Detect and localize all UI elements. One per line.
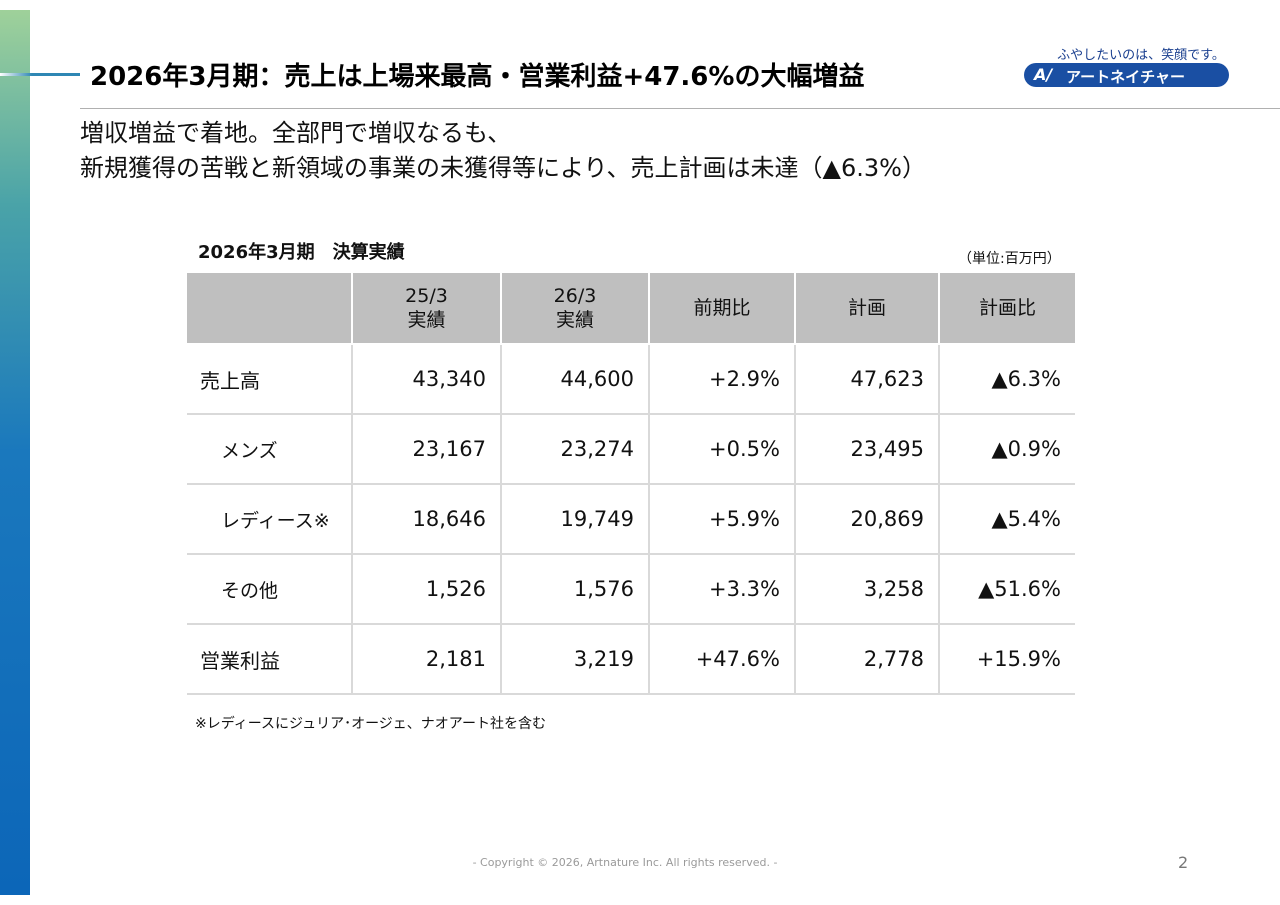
cell-plan: 23,495 — [795, 414, 940, 485]
logo-pill: A/ アートネイチャー — [1024, 63, 1229, 87]
header-vs-plan: 計画比 — [939, 273, 1075, 344]
table-header-row: 25/3 実績 26/3 実績 前期比 計画 計画比 — [187, 273, 1075, 344]
row-label: メンズ — [187, 414, 353, 485]
cell-prev: 43,340 — [352, 343, 502, 415]
table-footnote: ※レディースにジュリア･オージェ、ナオアート社を含む — [195, 716, 546, 732]
cell-vs-plan: ▲51.6% — [939, 554, 1075, 625]
logo-tagline: ふやしたいのは、笑顔です。 — [1057, 48, 1225, 63]
table-row: その他 1,526 1,576 +3.3% 3,258 ▲51.6% — [187, 554, 1075, 625]
slide-title: 2026年3月期：売上は上場来最高・営業利益+47.6%の大幅増益 — [90, 62, 865, 92]
header-label-column — [187, 273, 353, 344]
cell-prev: 1,526 — [352, 554, 502, 625]
header-prev-actual: 25/3 実績 — [352, 273, 502, 344]
logo-mark-icon: A/ — [1034, 65, 1053, 84]
unit-label: （単位:百万円） — [958, 251, 1061, 267]
cell-vs-plan: ▲6.3% — [939, 343, 1075, 415]
cell-vs-plan: +15.9% — [939, 624, 1075, 695]
cell-yoy: +0.5% — [649, 414, 796, 485]
table-row: 売上高 43,340 44,600 +2.9% 47,623 ▲6.3% — [187, 343, 1075, 415]
logo-name: アートネイチャー — [1066, 68, 1185, 86]
cell-yoy: +2.9% — [649, 343, 796, 415]
cell-prev: 23,167 — [352, 414, 502, 485]
header-divider — [80, 108, 1280, 109]
cell-curr: 1,576 — [501, 554, 650, 625]
results-table: 25/3 実績 26/3 実績 前期比 計画 計画比 売上高 43,340 44,6… — [187, 273, 1075, 695]
cell-plan: 3,258 — [795, 554, 940, 625]
row-label: 営業利益 — [187, 624, 353, 695]
subtitle-line: 増収増益で着地。全部門で増収なるも、 — [80, 119, 512, 147]
table-row: 営業利益 2,181 3,219 +47.6% 2,778 +15.9% — [187, 624, 1075, 695]
table-row: レディース※ 18,646 19,749 +5.9% 20,869 ▲5.4% — [187, 484, 1075, 555]
table-caption: 2026年3月期 決算実績 — [198, 242, 405, 263]
subtitle-line: 新規獲得の苦戦と新領域の事業の未獲得等により、売上計画は未達（▲6.3%） — [80, 154, 926, 182]
table-row: メンズ 23,167 23,274 +0.5% 23,495 ▲0.9% — [187, 414, 1075, 485]
cell-prev: 2,181 — [352, 624, 502, 695]
cell-vs-plan: ▲5.4% — [939, 484, 1075, 555]
cell-yoy: +5.9% — [649, 484, 796, 555]
cell-yoy: +3.3% — [649, 554, 796, 625]
cell-plan: 2,778 — [795, 624, 940, 695]
header-plan: 計画 — [795, 273, 940, 344]
cell-curr: 3,219 — [501, 624, 650, 695]
row-label: その他 — [187, 554, 353, 625]
cell-curr: 23,274 — [501, 414, 650, 485]
cell-vs-plan: ▲0.9% — [939, 414, 1075, 485]
cell-curr: 19,749 — [501, 484, 650, 555]
title-accent-line — [0, 73, 80, 76]
cell-plan: 20,869 — [795, 484, 940, 555]
header-curr-actual: 26/3 実績 — [501, 273, 650, 344]
cell-curr: 44,600 — [501, 343, 650, 415]
cell-plan: 47,623 — [795, 343, 940, 415]
page-number: 2 — [1178, 853, 1189, 872]
slide-subtitle: 増収増益で着地。全部門で増収なるも、 新規獲得の苦戦と新領域の事業の未獲得等によ… — [80, 116, 926, 186]
row-label: 売上高 — [187, 343, 353, 415]
left-accent-bar — [0, 10, 30, 895]
header-yoy: 前期比 — [649, 273, 796, 344]
copyright-notice: - Copyright © 2026, Artnature Inc. All r… — [472, 856, 778, 869]
row-label: レディース※ — [187, 484, 353, 555]
cell-yoy: +47.6% — [649, 624, 796, 695]
cell-prev: 18,646 — [352, 484, 502, 555]
company-logo: ふやしたいのは、笑顔です。 A/ アートネイチャー — [1022, 44, 1232, 90]
